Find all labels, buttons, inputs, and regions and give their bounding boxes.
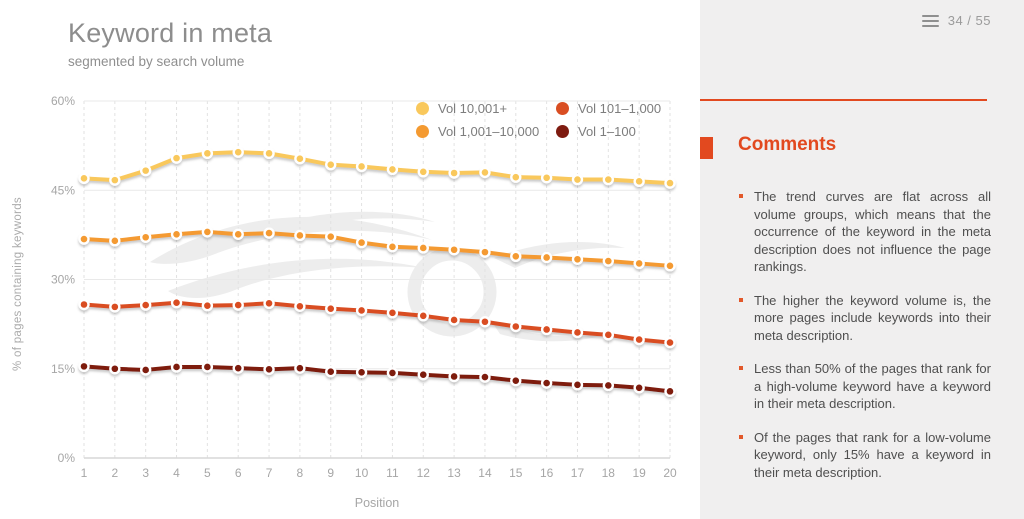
slide-pager: 34 / 55 [921, 13, 991, 28]
legend-label: Vol 1–100 [578, 123, 636, 139]
comment-text: The higher the keyword volume is, the mo… [754, 292, 991, 343]
accent-square-icon [700, 137, 713, 159]
svg-text:17: 17 [571, 466, 585, 480]
comment-item: Less than 50% of the pages that rank for… [738, 360, 991, 413]
comments-title: Comments [738, 134, 837, 155]
legend-dot-icon [556, 124, 569, 138]
page-title: Keyword in meta [68, 18, 273, 48]
bullet-icon [739, 366, 743, 370]
svg-text:15%: 15% [51, 362, 75, 376]
legend-dot-icon [416, 101, 429, 115]
svg-text:20: 20 [663, 466, 677, 480]
legend-label: Vol 101–1,000 [578, 100, 662, 116]
series-Vol 1–100 [78, 360, 676, 398]
svg-text:15: 15 [509, 466, 523, 480]
svg-text:16: 16 [540, 466, 554, 480]
comment-item: The higher the keyword volume is, the mo… [738, 292, 991, 345]
svg-text:18: 18 [602, 466, 616, 480]
bullet-icon [739, 297, 743, 302]
page-counter: 34 / 55 [947, 13, 991, 28]
svg-text:1: 1 [81, 466, 88, 480]
comment-text: The trend curves are flat across all vol… [754, 189, 991, 274]
chart-svg: 0%15%30%45%60%1 2 3 4 5 6 7 8 9 10 11 12 13 14 15 16 17 1… [51, 94, 677, 480]
series-Vol 1,001–10,000 [78, 226, 676, 272]
svg-text:30%: 30% [51, 273, 75, 287]
chart-grid [83, 100, 671, 459]
svg-text:6: 6 [235, 466, 242, 480]
svg-text:3: 3 [142, 466, 149, 480]
legend-label: Vol 1,001–10,000 [438, 123, 540, 139]
svg-text:60%: 60% [51, 94, 75, 108]
legend-item: Vol 10,001+ [416, 100, 556, 116]
x-axis-label: Position [354, 496, 400, 510]
comment-text: Of the pages that rank for a low-volume … [754, 429, 991, 480]
comment-item: Of the pages that rank for a low-volume … [738, 429, 991, 482]
page-subtitle: segmented by search volume [68, 54, 245, 69]
series-Vol 10,001+ [78, 146, 676, 189]
legend-item: Vol 1–100 [556, 123, 661, 139]
svg-text:5: 5 [204, 466, 211, 480]
y-axis-label: % of pages containing keywords [12, 197, 24, 371]
svg-text:12: 12 [417, 466, 431, 480]
comments-list: The trend curves are flat across all vol… [738, 188, 991, 497]
accent-rule [700, 99, 987, 101]
series-Vol 101–1,000 [78, 297, 676, 349]
comments-panel: 34 / 55 Comments The trend curves are fl… [700, 0, 1024, 519]
chart-legend: Vol 10,001+ Vol 101–1,000 Vol 1,001–10,000… [416, 100, 661, 139]
svg-text:4: 4 [173, 466, 180, 480]
svg-text:7: 7 [266, 466, 273, 480]
svg-text:8: 8 [297, 466, 304, 480]
legend-dot-icon [556, 101, 569, 115]
svg-text:13: 13 [447, 466, 461, 480]
comments-header: Comments [700, 134, 1024, 159]
bullet-icon [739, 434, 743, 439]
slide-canvas: Keyword in meta segmented by search volu… [12, 18, 677, 510]
bullet-icon [739, 194, 743, 198]
comment-item: The trend curves are flat across all vol… [738, 188, 991, 276]
svg-text:19: 19 [632, 466, 646, 480]
svg-text:10: 10 [355, 466, 369, 480]
chart-header: Keyword in meta segmented by search volu… [68, 18, 272, 69]
legend-label: Vol 10,001+ [438, 100, 508, 116]
legend-dot-icon [416, 124, 429, 138]
legend-item: Vol 101–1,000 [556, 100, 661, 116]
line-chart: 0% 15% 30% 45% 60% 1 2 3 4 5 6 7 8 9 10 11 12 13 14 15 16 17 1… [12, 94, 677, 510]
svg-text:14: 14 [478, 466, 492, 480]
svg-text:2: 2 [111, 466, 118, 480]
svg-text:9: 9 [327, 466, 334, 480]
comment-text: Less than 50% of the pages that rank for… [754, 361, 991, 411]
hamburger-icon[interactable] [921, 14, 939, 27]
legend-item: Vol 1,001–10,000 [416, 123, 556, 139]
axis-ticks: 0%15%30%45%60%1 2 3 4 5 6 7 8 9 10 11 12 13 14 15 16 17 1… [51, 94, 677, 480]
svg-text:45%: 45% [51, 183, 75, 197]
svg-text:0%: 0% [58, 451, 76, 465]
svg-text:11: 11 [386, 466, 399, 480]
